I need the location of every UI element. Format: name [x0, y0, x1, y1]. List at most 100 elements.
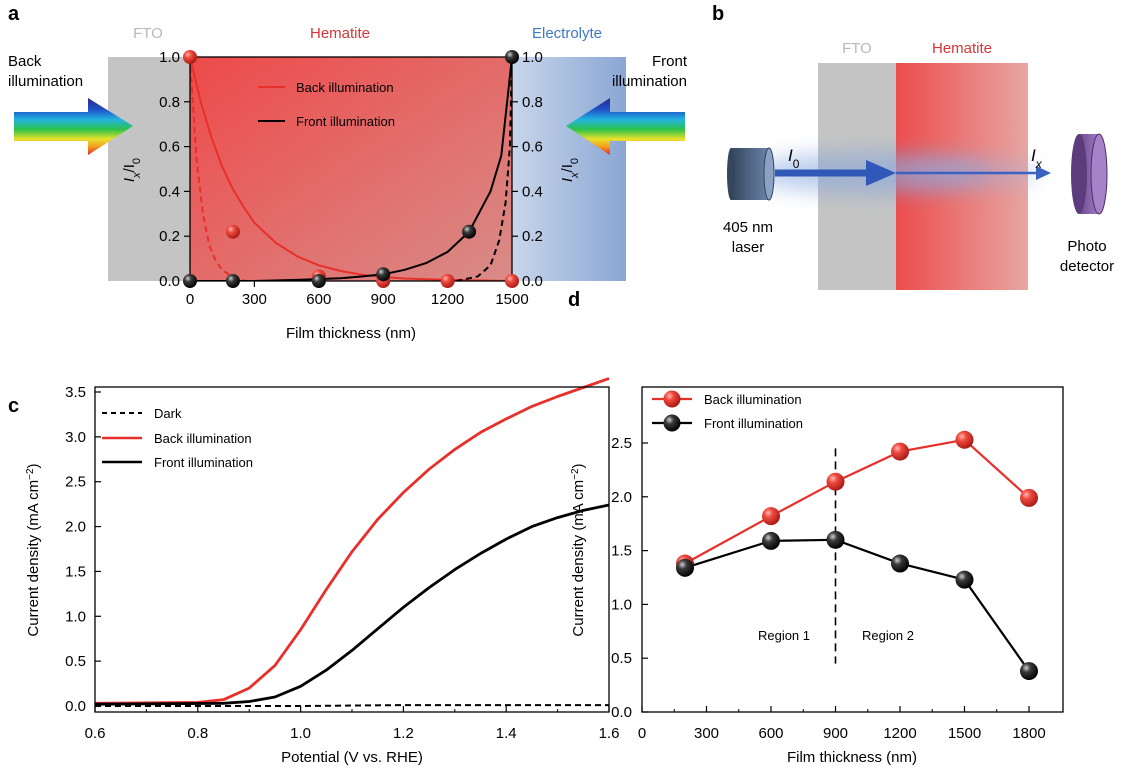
line-series-c-0: [95, 704, 609, 707]
front-note-line2: illumination: [612, 73, 687, 90]
xlabel-c: Potential (V vs. RHE): [281, 749, 423, 766]
panel-label-a: a: [8, 3, 20, 25]
xlabel-a: Film thickness (nm): [286, 325, 416, 342]
x-tick-label-d: 0: [638, 725, 646, 742]
y-tick-label-c: 1.0: [65, 608, 86, 625]
back-note-line2: illumination: [8, 73, 83, 90]
x-tick-label-c: 1.6: [599, 725, 620, 742]
legend-back-label: Back illumination: [296, 80, 394, 95]
y-tick-label-c: 2.0: [65, 519, 86, 536]
front-note-line1: Front: [652, 53, 688, 70]
panel-c: c 0.6 0.8 1.0 1.2 1.4 1.6 0.0 0.5 1.0 1.5 2.0 2.5 3.…: [8, 377, 620, 766]
data-point-d: [826, 530, 845, 549]
dashed-curve-a-1: [455, 57, 512, 281]
legend-front-marker-d: [663, 414, 681, 432]
y-tick-label-d: 1.0: [611, 596, 632, 613]
panel-b: b FTO Hematite I0 Ix 405 nm laser Photo: [712, 3, 1114, 290]
y-tick-label-left-a: 0.0: [159, 273, 180, 290]
data-point-a: [505, 274, 519, 288]
line-series-d-0: [684, 438, 1030, 565]
region-1-label: Region 1: [758, 628, 810, 643]
data-point-d: [826, 472, 845, 491]
x-tick-label-d: 600: [758, 725, 783, 742]
y-tick-label-left-a: 0.4: [159, 183, 180, 200]
fto-slab-label: FTO: [842, 40, 872, 57]
y-tick-label-c: 2.5: [65, 474, 86, 491]
electrolyte-zone-label: Electrolyte: [532, 25, 602, 42]
x-tick-label-d: 1800: [1012, 725, 1045, 742]
panel-label-b: b: [712, 3, 724, 25]
x-tick-label-a: 600: [306, 291, 331, 308]
y-tick-label-right-a: 0.2: [522, 228, 543, 245]
data-point-a: [183, 274, 197, 288]
data-point-d: [955, 430, 974, 449]
y-tick-label-right-a: 0.6: [522, 139, 543, 156]
y-tick-label-c: 0.5: [65, 653, 86, 670]
y-tick-label-right-a: 0.8: [522, 94, 543, 111]
hematite-zone-label: Hematite: [310, 25, 370, 42]
fto-region: [108, 57, 190, 281]
x-tick-label-c: 0.8: [187, 725, 208, 742]
data-point-a: [183, 50, 197, 64]
detector-label-line1: Photo: [1067, 238, 1106, 255]
laser-icon: [727, 147, 775, 201]
y-tick-label-left-a: 0.2: [159, 228, 180, 245]
y-tick-label-d: 2.5: [611, 435, 632, 452]
data-point-a: [505, 50, 519, 64]
x-tick-label-a: 0: [186, 291, 194, 308]
y-tick-label-c: 3.5: [65, 384, 86, 401]
y-tick-label-c: 0.0: [65, 698, 86, 715]
data-point-a: [440, 274, 455, 288]
data-point-a: [376, 267, 391, 282]
y-tick-label-d: 1.5: [611, 543, 632, 560]
ylabel-c: Current density (mA cm−2): [25, 463, 43, 636]
data-point-a: [311, 274, 326, 288]
legend-a: Back illumination Front illumination: [258, 80, 395, 129]
front-illumination-arrow-icon: [566, 98, 685, 155]
line-series-c-2: [94, 503, 610, 706]
panel-d: d 0 300 600 900 1200 1500 1800 0.0 0.5 1.0 1.5 2.0 2…: [568, 289, 1064, 766]
legend-front-label: Front illumination: [296, 114, 395, 129]
x-tick-label-c: 1.0: [290, 725, 311, 742]
legend-c: Dark Back illumination Front illuminatio…: [102, 406, 253, 470]
x-tick-label-d: 1200: [883, 725, 916, 742]
line-series-c-1: [94, 377, 610, 705]
laser-label-line2: laser: [732, 239, 765, 256]
data-point-d: [955, 570, 974, 589]
laser-label-line1: 405 nm: [723, 219, 773, 236]
laser-beam: [752, 153, 1051, 193]
ylabel-right-a: Ix/I0: [559, 158, 581, 182]
legend-dark-label: Dark: [154, 406, 182, 421]
y-tick-label-d: 2.0: [611, 489, 632, 506]
x-tick-label-a: 1200: [431, 291, 464, 308]
legend-front-label-c: Front illumination: [154, 455, 253, 470]
y-tick-label-right-a: 0.4: [522, 183, 543, 200]
ylabel-left-a: Ix/I0: [121, 158, 143, 182]
x-tick-label-c: 1.2: [393, 725, 414, 742]
hematite-slab-label: Hematite: [932, 40, 992, 57]
x-tick-label-d: 300: [694, 725, 719, 742]
xlabel-d: Film thickness (nm): [787, 749, 917, 766]
data-point-d: [1020, 662, 1038, 681]
fto-zone-label: FTO: [133, 25, 163, 42]
fit-curve-a-0: [190, 57, 512, 281]
y-tick-label-d: 0.0: [611, 704, 632, 721]
plot-frame-a: [189, 56, 513, 282]
y-tick-label-d: 0.5: [611, 650, 632, 667]
x-tick-label-a: 1500: [495, 291, 528, 308]
ylabel-d: Current density (mA cm−2): [570, 463, 588, 636]
x-tick-label-c: 0.6: [85, 725, 106, 742]
y-tick-label-c: 3.0: [65, 429, 86, 446]
x-tick-label-a: 300: [242, 291, 267, 308]
y-tick-label-left-a: 0.8: [159, 94, 180, 111]
legend-back-label-d: Back illumination: [704, 392, 802, 407]
hematite-region: [190, 57, 512, 281]
data-point-d: [1020, 488, 1038, 507]
data-point-d: [676, 558, 694, 577]
data-point-d: [891, 442, 909, 461]
back-illumination-arrow-icon: [14, 98, 133, 155]
fit-curve-a-1: [190, 57, 512, 281]
data-point-d: [762, 507, 780, 526]
data-point-a: [225, 274, 240, 288]
x-tick-label-c: 1.4: [496, 725, 517, 742]
